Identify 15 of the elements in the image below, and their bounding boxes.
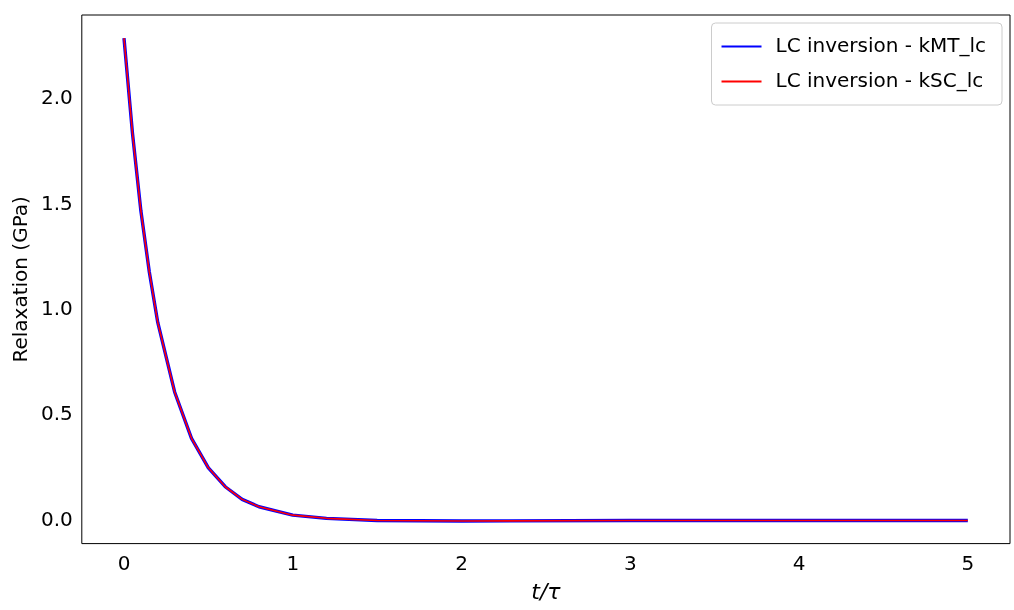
legend-label: LC inversion - kMT_lc — [775, 32, 987, 57]
legend-label: LC inversion - kSC_lc — [775, 67, 984, 92]
x-tick-label: 4 — [792, 550, 806, 575]
x-tick-label: 2 — [455, 550, 468, 575]
y-tick-label: 0.0 — [40, 506, 73, 531]
x-axis-title: t/τ — [531, 578, 562, 604]
y-tick-label: 1.5 — [40, 190, 73, 215]
y-tick-label: 2.0 — [40, 85, 73, 110]
x-tick-label: 0 — [117, 550, 131, 575]
x-tick-label: 5 — [961, 550, 975, 575]
y-axis-title: Relaxation (GPa) — [8, 196, 33, 363]
y-tick-label: 1.0 — [40, 296, 73, 321]
x-tick-label: 3 — [623, 550, 637, 575]
y-tick-label: 0.5 — [40, 401, 73, 426]
x-tick-label: 1 — [286, 550, 300, 575]
